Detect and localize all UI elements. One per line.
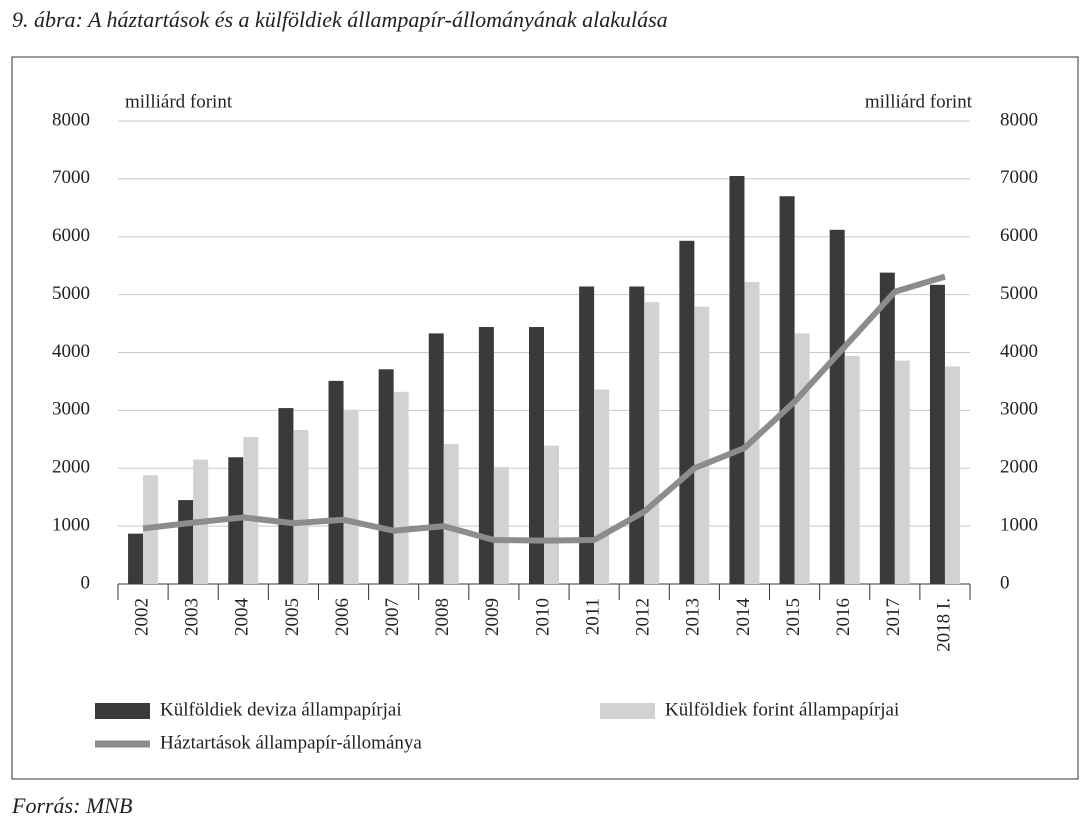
bar: [378, 369, 394, 584]
bar: [443, 443, 459, 584]
bar: [694, 306, 710, 584]
chart-title: 9. ábra: A háztartások és a külföldiek á…: [12, 7, 668, 32]
y-tick-label: 3000: [52, 399, 90, 420]
bar: [178, 500, 194, 584]
bar: [428, 333, 444, 584]
y2-tick-label: 7000: [1000, 167, 1038, 188]
y2-tick-label: 0: [1000, 572, 1010, 593]
bar: [293, 430, 309, 584]
bar: [829, 229, 845, 584]
x-tick-label: 2009: [482, 598, 503, 636]
bar: [729, 175, 745, 584]
y2-tick-label: 2000: [1000, 457, 1038, 478]
bar: [944, 366, 960, 584]
x-tick-label: 2018 I.: [933, 598, 954, 652]
bar: [128, 533, 144, 584]
bar: [594, 389, 610, 584]
bar: [393, 391, 409, 584]
x-tick-label: 2013: [683, 598, 704, 636]
y-tick-label: 1000: [52, 514, 90, 535]
bar: [629, 286, 645, 584]
bar: [328, 380, 344, 584]
x-tick-label: 2008: [432, 598, 453, 636]
x-tick-label: 2004: [232, 598, 253, 637]
y2-tick-label: 6000: [1000, 225, 1038, 246]
y-tick-label: 5000: [52, 283, 90, 304]
y-tick-label: 8000: [52, 109, 90, 130]
x-tick-label: 2016: [833, 598, 854, 636]
y2-tick-label: 3000: [1000, 399, 1038, 420]
x-tick-label: 2015: [783, 598, 804, 636]
bar: [929, 284, 945, 584]
y-axis-label: milliárd forint: [125, 91, 233, 112]
x-tick-label: 2010: [532, 598, 553, 636]
bar: [529, 327, 544, 584]
bar: [579, 286, 595, 584]
bar: [679, 240, 695, 584]
bar: [243, 436, 259, 584]
legend-label: Külföldiek deviza állampapírjai: [160, 699, 402, 720]
line: [142, 273, 946, 544]
bar: [478, 327, 494, 584]
legend-swatch: [600, 703, 655, 719]
bar: [744, 281, 760, 584]
bar: [644, 302, 660, 584]
y-tick-label: 4000: [52, 341, 90, 362]
bar: [844, 355, 860, 584]
legend-label: Külföldiek forint állampapírjai: [665, 699, 899, 720]
bar: [544, 445, 559, 584]
bar: [894, 360, 910, 584]
x-tick-label: 2017: [883, 598, 904, 636]
y2-tick-label: 4000: [1000, 341, 1038, 362]
x-tick-label: 2011: [582, 598, 603, 635]
y2-tick-label: 1000: [1000, 514, 1038, 535]
legend-swatch: [95, 703, 150, 719]
legend-label: Háztartások állampapír-állománya: [160, 732, 422, 753]
x-tick-label: 2014: [733, 598, 754, 637]
source: Forrás: MNB: [11, 793, 132, 818]
y-tick-label: 2000: [52, 457, 90, 478]
y2-tick-label: 8000: [1000, 109, 1038, 130]
y-tick-label: 7000: [52, 167, 90, 188]
bar: [343, 409, 359, 584]
bar: [879, 272, 895, 584]
y-tick-label: 6000: [52, 225, 90, 246]
bar: [278, 408, 294, 584]
x-tick-label: 2006: [332, 598, 353, 636]
y2-tick-label: 5000: [1000, 283, 1038, 304]
x-tick-label: 2005: [282, 598, 303, 636]
y-tick-label: 0: [81, 572, 91, 593]
x-tick-label: 2002: [131, 598, 152, 636]
x-tick-label: 2003: [182, 598, 203, 636]
x-tick-label: 2012: [633, 598, 654, 636]
bar: [794, 333, 810, 584]
frame: [11, 56, 1079, 780]
bar: [779, 196, 795, 585]
bar: [493, 467, 509, 584]
x-tick-label: 2007: [382, 598, 403, 636]
y2-axis-label: milliárd forint: [865, 91, 973, 112]
